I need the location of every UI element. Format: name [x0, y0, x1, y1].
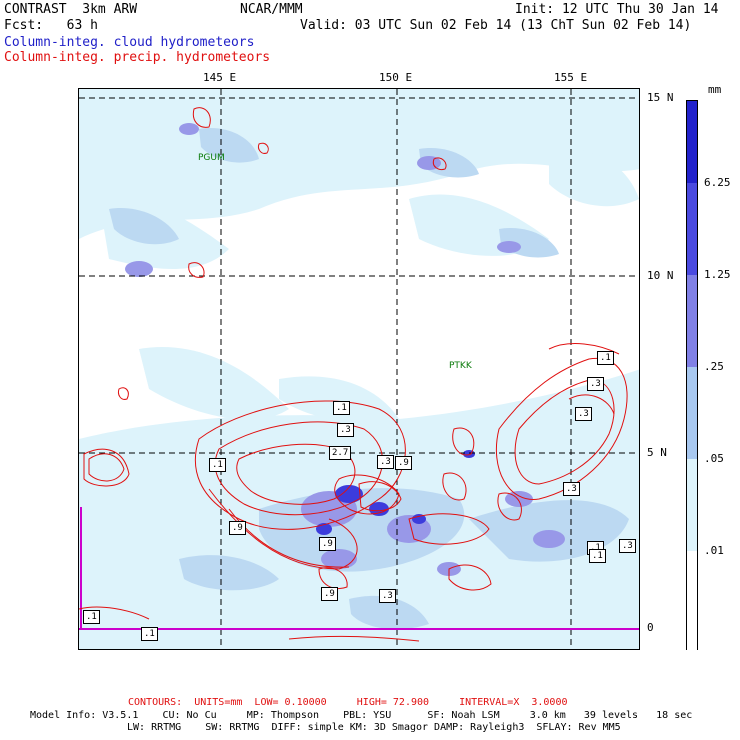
contour-label: .3 [587, 377, 604, 391]
lat-lon-grid [79, 89, 639, 649]
colorbar-band-1 [687, 101, 697, 183]
contour-label: 2.7 [329, 446, 352, 460]
lat-label-5n: 5 N [647, 446, 667, 459]
lon-label-150: 150 E [379, 71, 413, 84]
contour-info: CONTOURS: UNITS=mm LOW= 0.10000 HIGH= 72… [128, 697, 568, 708]
lat-label-equator: 0 [647, 621, 654, 634]
valid-time: Valid: 03 UTC Sun 02 Feb 14 (13 ChT Sun … [300, 18, 692, 33]
station-ptkk: PTKK [449, 361, 472, 371]
colorbar-unit: mm [708, 83, 722, 96]
contour-label: .3 [575, 407, 592, 421]
colorbar-band-3 [687, 275, 697, 367]
colorbar [686, 100, 698, 651]
contour-label: .9 [321, 587, 338, 601]
field-precip-label: Column-integ. precip. hydrometeors [4, 50, 271, 65]
contour-label: .3 [563, 482, 580, 496]
station-pgum: PGUM [198, 153, 225, 163]
colorbar-label-1-25: 1.25 [704, 268, 731, 281]
contour-label: .3 [337, 423, 354, 437]
model-info-line1: Model Info: V3.5.1 CU: No Cu MP: Thompso… [30, 710, 693, 721]
forecast-hour: Fcst: 63 h [4, 18, 98, 33]
contour-label: .1 [83, 610, 100, 624]
cloud-field-heavy [316, 450, 475, 535]
org-label: NCAR/MMM [240, 2, 303, 17]
colorbar-label-0-01: .01 [704, 544, 724, 557]
init-time: Init: 12 UTC Thu 30 Jan 14 [515, 2, 719, 17]
precip-contours [79, 107, 628, 642]
lat-label-10n: 10 N [647, 269, 674, 282]
map-panel: PGUM PTKK .1.3.3.1.3.9.1 2.7.3.9.3.1.3.9.… [78, 88, 640, 650]
contour-label: .9 [395, 456, 412, 470]
colorbar-label-0-05: .05 [704, 452, 724, 465]
contour-label: .1 [141, 627, 158, 641]
contour-label: .9 [229, 521, 246, 535]
contour-label: .1 [589, 549, 606, 563]
contour-label: .3 [619, 539, 636, 553]
lon-label-145: 145 E [203, 71, 237, 84]
colorbar-label-0-25: .25 [704, 360, 724, 373]
lat-label-15n: 15 N [647, 91, 674, 104]
model-title: CONTRAST 3km ARW [4, 2, 138, 17]
colorbar-band-4 [687, 367, 697, 459]
map-canvas [79, 89, 639, 649]
colorbar-label-6-25: 6.25 [704, 176, 731, 189]
colorbar-band-5 [687, 459, 697, 551]
contour-label: .1 [597, 351, 614, 365]
lon-label-155: 155 E [554, 71, 588, 84]
colorbar-band-6 [687, 551, 697, 651]
contour-label: .3 [377, 455, 394, 469]
contour-label: .9 [319, 537, 336, 551]
contour-label: .1 [333, 401, 350, 415]
contour-label: .1 [209, 458, 226, 472]
colorbar-band-2 [687, 183, 697, 275]
model-info-line2: LW: RRTMG SW: RRTMG DIFF: simple KM: 3D … [127, 722, 621, 733]
contour-label: .3 [379, 589, 396, 603]
field-cloud-label: Column-integ. cloud hydrometeors [4, 35, 255, 50]
